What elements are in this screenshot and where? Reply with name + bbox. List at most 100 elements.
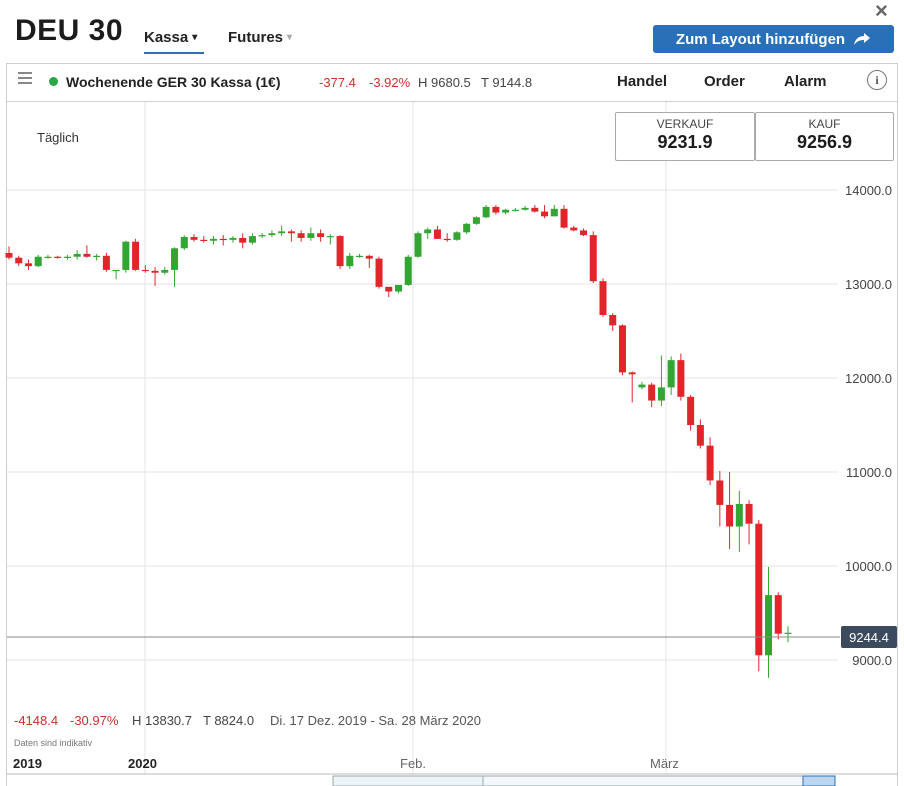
candle: [657, 355, 665, 407]
candle: [102, 252, 110, 272]
add-to-layout-button[interactable]: Zum Layout hinzufügen: [653, 25, 894, 53]
candle: [278, 225, 286, 237]
candle: [141, 265, 149, 273]
candle-body: [151, 270, 159, 273]
candle: [287, 229, 295, 242]
candle: [735, 490, 743, 552]
share-arrow-icon: [854, 33, 871, 45]
disclaimer: Daten sind indikativ: [14, 738, 93, 748]
tab-alarm[interactable]: Alarm: [784, 73, 827, 90]
time-label-2019: 2019: [13, 756, 42, 771]
candle: [414, 231, 422, 258]
candle-body: [677, 360, 685, 397]
time-label-2020: 2020: [128, 756, 157, 771]
candle-body: [34, 256, 42, 267]
sell-quote-button[interactable]: VERKAUF 9231.9: [615, 112, 755, 161]
candle-body: [492, 206, 500, 213]
chevron-down-icon: ▾: [192, 32, 198, 43]
candle-body: [784, 632, 792, 634]
candle-body: [580, 230, 588, 236]
candle-body: [414, 233, 422, 257]
candle-body: [180, 237, 188, 249]
candle: [716, 471, 724, 527]
candle-body: [161, 269, 169, 273]
candle: [307, 227, 315, 241]
candle-body: [570, 227, 578, 231]
candle-body: [44, 256, 52, 258]
chart-period[interactable]: Täglich: [37, 130, 79, 145]
candle-body: [774, 595, 782, 634]
info-icon[interactable]: i: [867, 70, 887, 90]
candle-body: [287, 231, 295, 234]
active-tab-underline: [144, 52, 204, 54]
candle-body: [648, 384, 656, 401]
buy-quote-button[interactable]: KAUF 9256.9: [755, 112, 894, 161]
candle-body: [599, 281, 607, 316]
live-status-icon: [49, 77, 58, 86]
daily-change-percent: -3.92%: [369, 75, 411, 90]
candle: [24, 259, 32, 270]
candle: [200, 236, 208, 243]
candle: [531, 205, 539, 213]
candle-body: [102, 255, 110, 270]
candle: [774, 592, 782, 640]
candle-body: [356, 255, 364, 257]
candle: [258, 233, 266, 238]
candle: [73, 250, 81, 260]
y-tick-label: 9000.0: [852, 653, 892, 668]
close-icon[interactable]: ×: [875, 0, 888, 23]
tab-futures[interactable]: Futures ▾: [228, 29, 292, 46]
candle-body: [239, 237, 247, 243]
candle: [5, 246, 13, 260]
sell-label: VERKAUF: [656, 117, 714, 131]
candle: [765, 566, 773, 678]
candle: [784, 626, 792, 643]
candle: [112, 269, 120, 280]
candle: [667, 356, 675, 395]
candle-body: [472, 217, 480, 224]
candle: [44, 254, 52, 259]
tab-order[interactable]: Order: [704, 73, 745, 90]
candle-body: [716, 480, 724, 505]
price-chart[interactable]: 14000.0 13000.0 12000.0 11000.0 10000.0 9000.…: [0, 100, 904, 786]
candle-body: [482, 206, 490, 218]
candle: [677, 353, 685, 401]
candle-body: [112, 269, 120, 272]
tab-handel[interactable]: Handel: [617, 73, 668, 90]
candle-body: [346, 255, 354, 267]
candle-body: [63, 256, 71, 258]
period-range: Di. 17 Dez. 2019 - Sa. 28 März 2020: [270, 713, 482, 728]
chart-panel: [6, 101, 898, 786]
candle-body: [726, 504, 734, 527]
candle: [385, 286, 393, 298]
y-tick-label: 10000.0: [845, 559, 892, 574]
candle: [502, 208, 510, 215]
chevron-down-icon: ▾: [287, 32, 293, 43]
candle: [550, 205, 558, 217]
candle: [404, 254, 412, 286]
menu-icon[interactable]: [18, 72, 32, 87]
candle: [424, 227, 432, 239]
candle-body: [278, 231, 286, 234]
buy-label: KAUF: [808, 117, 841, 131]
candle-body: [317, 233, 325, 237]
add-to-layout-label: Zum Layout hinzufügen: [675, 30, 846, 48]
candle: [618, 324, 626, 376]
period-change-percent: -30.97%: [70, 713, 119, 728]
daily-low: T 9144.8: [481, 75, 533, 90]
y-tick-label: 11000.0: [846, 465, 892, 480]
candle-body: [618, 325, 626, 373]
candle-body: [394, 284, 403, 292]
y-tick-label: 12000.0: [845, 371, 892, 386]
candle: [239, 233, 247, 249]
time-label-feb: Feb.: [400, 756, 427, 771]
tab-kassa[interactable]: Kassa ▾: [144, 29, 197, 46]
candle-body: [219, 238, 227, 241]
instrument-name: Wochenende GER 30 Kassa (1€): [66, 74, 281, 90]
candle: [745, 500, 753, 545]
candle-body: [541, 211, 549, 217]
candle-body: [443, 238, 451, 241]
current-price-label: 9244.4: [849, 630, 889, 645]
candle: [151, 267, 159, 286]
candle-body: [589, 235, 597, 282]
